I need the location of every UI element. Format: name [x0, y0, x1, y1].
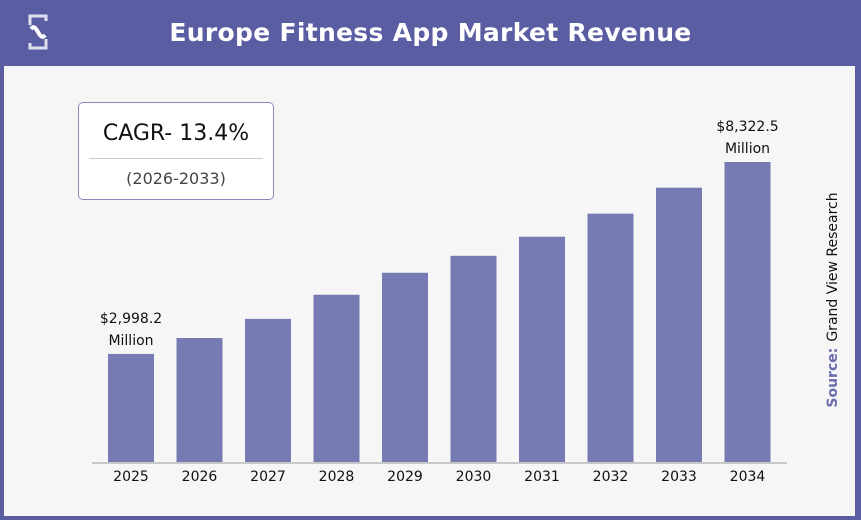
cagr-value: CAGR- 13.4% — [102, 121, 250, 146]
x-tick-label: 2033 — [661, 469, 697, 485]
brand-logo-icon — [28, 14, 48, 50]
source-name: Grand View Research — [825, 192, 841, 342]
bar-2032 — [587, 213, 634, 462]
x-tick-label: 2034 — [730, 469, 766, 485]
x-tick-label: 2027 — [250, 469, 286, 485]
x-tick-label: 2031 — [524, 469, 560, 485]
x-tick-label: 2028 — [319, 469, 355, 485]
cagr-period: (2026-2033) — [126, 169, 226, 188]
data-label-unit: Million — [108, 333, 153, 349]
x-tick-label: 2029 — [387, 469, 423, 485]
x-tick-label: 2032 — [593, 469, 629, 485]
data-label-unit: Million — [725, 141, 770, 157]
data-label-value: $8,322.5 — [716, 119, 778, 135]
divider — [89, 158, 263, 159]
bar-2025 — [108, 353, 154, 462]
bar-2034 — [724, 162, 771, 462]
source-label: Source: — [825, 347, 841, 408]
source-note: Source: Grand View Research — [825, 192, 841, 407]
bar-2028 — [313, 294, 360, 462]
x-tick-label: 2030 — [456, 469, 492, 485]
header: Europe Fitness App Market Revenue — [0, 0, 861, 66]
data-label-value: $2,998.2 — [100, 311, 162, 327]
bar-2026 — [176, 337, 223, 462]
cagr-box: CAGR- 13.4% (2026-2033) — [78, 102, 274, 200]
x-tick-label: 2026 — [182, 469, 218, 485]
bar-2027 — [245, 318, 291, 462]
bar-2033 — [656, 187, 702, 462]
page-title: Europe Fitness App Market Revenue — [169, 18, 692, 47]
bar-2029 — [382, 272, 428, 462]
bar-2031 — [519, 236, 565, 462]
bar-2030 — [450, 255, 497, 462]
x-tick-label: 2025 — [113, 469, 149, 485]
